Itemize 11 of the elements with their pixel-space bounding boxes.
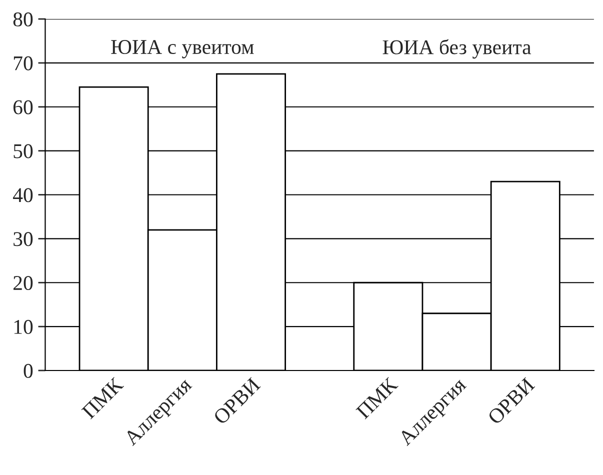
y-tick-label: 70	[14, 56, 33, 70]
annotation: ЮИА с увеитом	[111, 40, 254, 58]
annotation: ЮИА без увеита	[382, 39, 532, 59]
y-tick-label: 20	[14, 276, 33, 290]
y-tick-label: 10	[14, 320, 33, 334]
y-tick-label: 30	[14, 232, 33, 246]
y-tick-label: 0	[24, 364, 33, 378]
y-tick-label: 40	[12, 188, 33, 202]
y-tick-label: 60	[13, 100, 33, 114]
y-tick-label: 80	[13, 12, 33, 26]
y-tick-label: 50	[14, 144, 33, 158]
